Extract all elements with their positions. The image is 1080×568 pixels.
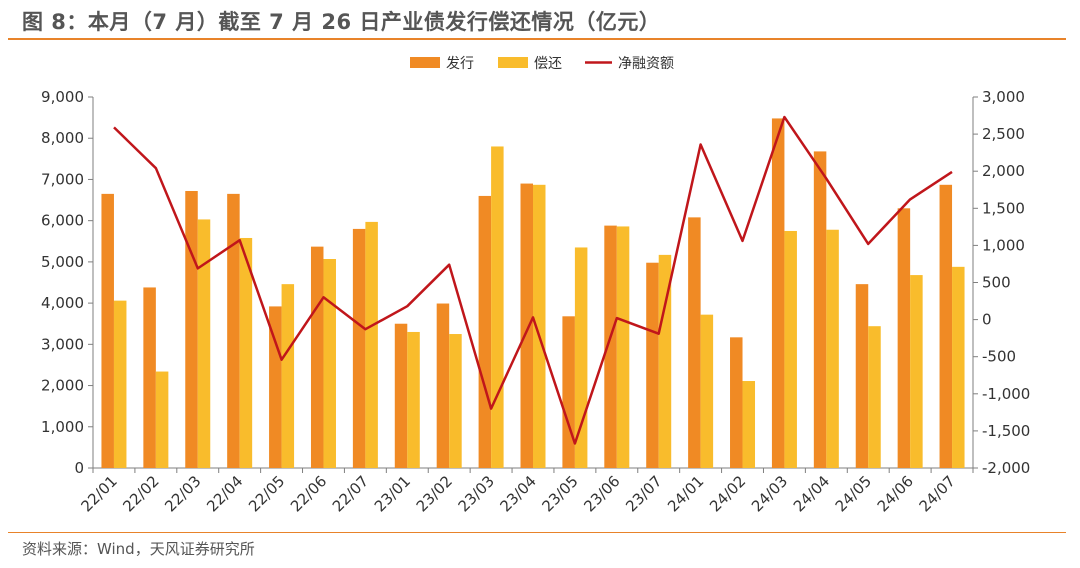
bar-issuance xyxy=(520,183,533,469)
right-axis-tick-label: -1,500 xyxy=(982,422,1030,440)
bar-issuance xyxy=(185,190,198,468)
bar-issuance xyxy=(310,246,324,468)
chart-axes: 0 1,000 2,000 3,000 4,000 5,000 6,000 7,000 8,00… xyxy=(41,88,1030,477)
x-axis-label: 23/07 xyxy=(622,472,665,515)
chart-x-labels: 22/0122/0222/0322/0422/0522/0622/0723/01… xyxy=(77,472,958,515)
chart-bars xyxy=(101,118,965,469)
right-axis-tick-label: 0 xyxy=(982,311,992,329)
bar-issuance xyxy=(101,193,114,468)
x-axis-label: 22/03 xyxy=(161,472,204,515)
x-axis-label: 24/04 xyxy=(790,472,833,515)
left-axis-tick-label: 7,000 xyxy=(41,170,84,188)
right-axis-tick-label: 2,500 xyxy=(982,125,1025,143)
x-axis-label: 24/02 xyxy=(706,472,749,515)
left-axis-tick-label: 4,000 xyxy=(41,294,84,312)
right-axis-tick-label: 2,000 xyxy=(982,162,1025,180)
title-divider xyxy=(8,38,1066,40)
right-axis-tick-label: 1,000 xyxy=(982,236,1025,254)
left-axis-tick-label: 0 xyxy=(74,459,84,477)
chart-canvas: 发行 偿还 净融资额 0 1,000 2,000 3,000 4,000 5,000 6,0… xyxy=(41,56,1030,515)
bar-repayment xyxy=(407,331,420,468)
bar-issuance xyxy=(897,208,911,469)
bar-repayment xyxy=(952,266,965,468)
x-axis-label: 22/04 xyxy=(203,472,246,515)
bar-issuance xyxy=(646,262,659,468)
x-axis-label: 23/01 xyxy=(371,472,414,515)
x-axis-label: 22/02 xyxy=(119,472,162,515)
bar-issuance xyxy=(688,217,701,468)
bar-repayment xyxy=(868,326,881,468)
bar-repayment xyxy=(323,259,336,468)
x-axis-label: 23/02 xyxy=(413,472,456,515)
net-financing-line xyxy=(113,115,953,445)
x-axis-label: 22/07 xyxy=(329,472,372,515)
bar-repayment xyxy=(910,275,923,468)
chart-legend: 发行 偿还 净融资额 xyxy=(410,56,674,72)
right-axis-tick-label: -500 xyxy=(982,348,1016,366)
x-axis-label: 23/03 xyxy=(455,472,498,515)
footer-divider xyxy=(8,532,1066,533)
chart-net-line xyxy=(113,115,953,445)
x-axis-label: 24/03 xyxy=(748,472,791,515)
legend-label-repayment: 偿还 xyxy=(534,56,562,72)
bar-repayment xyxy=(197,219,211,468)
bar-repayment xyxy=(784,230,797,468)
x-axis-label: 23/04 xyxy=(497,472,540,515)
legend-swatch-issuance xyxy=(410,57,440,68)
bar-issuance xyxy=(855,284,869,468)
left-axis-tick-label: 9,000 xyxy=(41,88,84,106)
bar-repayment xyxy=(616,226,630,468)
bar-repayment xyxy=(281,284,295,468)
x-axis-label: 24/07 xyxy=(916,472,959,515)
bar-issuance xyxy=(227,193,240,468)
left-axis-tick-label: 6,000 xyxy=(41,212,84,230)
bar-issuance xyxy=(478,195,492,468)
bar-repayment xyxy=(491,146,504,468)
bar-repayment xyxy=(155,371,169,468)
left-axis-tick-label: 5,000 xyxy=(41,253,84,271)
chart-title: 图 8：本月（7 月）截至 7 月 26 日产业债发行偿还情况（亿元） xyxy=(22,10,661,34)
bar-repayment xyxy=(239,237,253,468)
bar-repayment xyxy=(533,184,546,468)
left-axis-tick-label: 2,000 xyxy=(41,377,84,395)
bar-issuance xyxy=(394,323,408,468)
right-axis-tick-label: 3,000 xyxy=(982,88,1025,106)
legend-swatch-repayment xyxy=(498,57,528,68)
bar-issuance xyxy=(269,306,282,468)
bar-issuance xyxy=(436,303,450,468)
x-axis-label: 24/05 xyxy=(832,472,875,515)
x-axis-label: 24/06 xyxy=(874,472,917,515)
bar-issuance xyxy=(604,225,617,468)
right-axis-tick-label: 1,500 xyxy=(982,199,1025,217)
bar-repayment xyxy=(365,221,378,468)
bar-repayment xyxy=(742,381,756,468)
left-axis-tick-label: 8,000 xyxy=(41,129,84,147)
bar-repayment xyxy=(449,334,462,468)
x-axis-label: 23/06 xyxy=(580,472,623,515)
left-axis-tick-label: 1,000 xyxy=(41,418,84,436)
right-axis-tick-label: 500 xyxy=(982,274,1011,292)
legend-label-net: 净融资额 xyxy=(618,56,674,72)
bar-repayment xyxy=(826,229,839,468)
bar-issuance xyxy=(813,151,827,468)
bar-issuance xyxy=(939,184,953,468)
right-axis-tick-label: -1,000 xyxy=(982,385,1030,403)
bar-repayment xyxy=(700,314,714,468)
bar-issuance xyxy=(562,316,575,468)
x-axis-label: 22/01 xyxy=(77,472,120,515)
legend-label-issuance: 发行 xyxy=(446,56,474,72)
bar-issuance xyxy=(352,228,366,468)
left-axis-tick-label: 3,000 xyxy=(41,335,84,353)
bar-issuance xyxy=(771,118,785,469)
source-note: 资料来源：Wind，天风证券研究所 xyxy=(22,540,255,558)
right-axis-tick-label: -2,000 xyxy=(982,459,1030,477)
bar-repayment xyxy=(658,254,672,468)
bar-repayment xyxy=(113,300,127,468)
x-axis-label: 23/05 xyxy=(538,472,581,515)
bar-issuance xyxy=(143,287,156,468)
bar-issuance xyxy=(730,337,743,468)
x-axis-label: 22/05 xyxy=(245,472,288,515)
x-axis-label: 22/06 xyxy=(287,472,330,515)
x-axis-label: 24/01 xyxy=(664,472,707,515)
